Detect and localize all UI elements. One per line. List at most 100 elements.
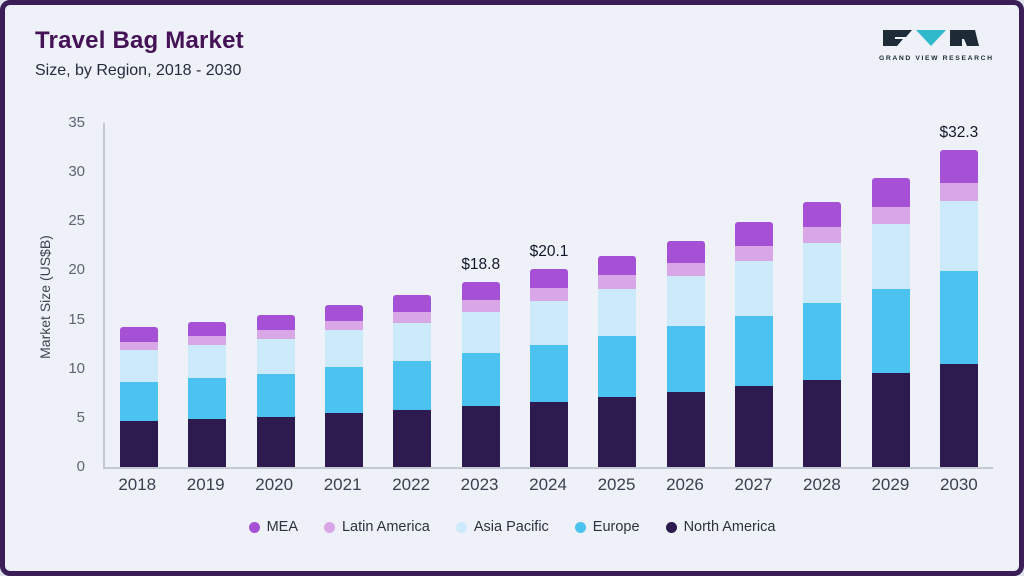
bar-segment-asia-pacific — [393, 322, 432, 361]
bar-segment-north-america — [666, 392, 705, 467]
bars-container: $18.8 $20.1 $32.3 — [105, 123, 993, 467]
bar-segment-europe — [734, 315, 773, 387]
bar-segment-asia-pacific — [461, 311, 500, 354]
x-tick-label: 2027 — [734, 475, 773, 494]
x-tick-label: 2019 — [186, 475, 225, 494]
bar-segment-north-america — [530, 402, 569, 467]
legend-label: Asia Pacific — [473, 519, 549, 535]
x-tick-label: 2029 — [871, 475, 910, 494]
bar-column-2023: $18.8 — [447, 123, 515, 467]
bar-segment-latin-america — [188, 336, 227, 346]
bar-segment-mea — [666, 240, 705, 263]
bar-column-2019 — [173, 123, 241, 467]
bar-column-2027 — [720, 123, 788, 467]
legend-label: MEA — [266, 519, 298, 535]
bar-segment-north-america — [393, 410, 432, 467]
y-tick-label: 10 — [68, 359, 85, 377]
legend-swatch — [665, 521, 677, 533]
bar-stack — [734, 222, 773, 467]
bar-segment-europe — [461, 353, 500, 407]
bar-value-label: $18.8 — [461, 256, 501, 274]
bar-stack — [598, 255, 637, 467]
y-tick-label: 35 — [68, 114, 85, 131]
bar-segment-mea — [188, 321, 227, 337]
legend-label: Europe — [592, 519, 640, 535]
page-subtitle: Size, by Region, 2018 - 2030 — [35, 62, 242, 79]
legend-item-latin-america: Latin America — [323, 519, 430, 535]
bar-segment-latin-america — [120, 342, 159, 351]
legend-label: North America — [683, 519, 776, 535]
bar-segment-north-america — [939, 363, 978, 467]
bar-segment-asia-pacific — [871, 224, 910, 290]
brand-logo: GRAND VIEW RESEARCH — [879, 29, 994, 62]
legend-item-europe: Europe — [574, 519, 640, 535]
bar-column-2022 — [378, 123, 446, 467]
bar-segment-latin-america — [598, 275, 637, 290]
bar-column-2018 — [105, 123, 173, 467]
bar-segment-asia-pacific — [530, 300, 569, 346]
y-tick-label: 15 — [68, 310, 85, 328]
y-tick-label: 25 — [68, 212, 85, 230]
x-tick-label: 2024 — [529, 475, 567, 494]
bar-stack — [120, 327, 159, 467]
bar-segment-asia-pacific — [598, 289, 637, 337]
bar-segment-mea — [530, 269, 569, 289]
bar-segment-asia-pacific — [734, 260, 773, 316]
bar-segment-latin-america — [734, 245, 773, 261]
bar-segment-mea — [120, 327, 159, 343]
chart-header: Travel Bag Market Size, by Region, 2018 … — [35, 27, 244, 80]
legend-swatch — [323, 521, 335, 533]
bar-value-label: $20.1 — [529, 243, 569, 261]
bar-segment-north-america — [803, 379, 842, 467]
bar-segment-north-america — [120, 420, 159, 467]
bar-stack — [188, 321, 227, 467]
bar-segment-europe — [939, 271, 978, 364]
bar-segment-mea — [598, 255, 637, 276]
bar-value-label: $32.3 — [939, 123, 979, 141]
bar-segment-latin-america — [530, 288, 569, 301]
bar-column-2029 — [856, 123, 924, 467]
x-axis: 2018 2019 2020 2021 2022 2023 2024 2025 2026 2027… — [103, 475, 993, 495]
bar-segment-mea — [256, 314, 295, 331]
bar-segment-europe — [530, 345, 569, 403]
bar-segment-north-america — [598, 397, 637, 467]
x-tick-label: 2028 — [803, 475, 841, 494]
bar-segment-asia-pacific — [325, 330, 364, 367]
x-tick-label: 2023 — [460, 475, 499, 494]
bar-segment-mea — [461, 282, 500, 300]
bar-segment-europe — [871, 289, 910, 373]
bar-segment-north-america — [871, 372, 910, 467]
bar-segment-latin-america — [939, 182, 978, 201]
brand-logo-text: GRAND VIEW RESEARCH — [879, 55, 994, 62]
brand-logo-mark — [883, 30, 979, 46]
bar-stack — [666, 240, 705, 467]
x-tick-label: 2030 — [939, 475, 978, 494]
bar-column-2024: $20.1 — [515, 123, 583, 467]
bar-segment-asia-pacific — [803, 242, 842, 303]
bar-stack — [393, 295, 432, 467]
bar-segment-mea — [939, 149, 978, 183]
x-tick-label: 2018 — [118, 475, 157, 494]
bar-segment-latin-america — [461, 299, 500, 312]
y-axis: 0 5 10 15 20 25 30 35 — [5, 114, 97, 475]
y-tick-label: 30 — [68, 163, 85, 181]
bar-segment-north-america — [325, 412, 364, 467]
x-tick-label: 2022 — [392, 475, 431, 494]
bar-segment-europe — [803, 302, 842, 380]
bar-column-2028 — [788, 123, 856, 467]
bar-stack — [256, 314, 295, 467]
bar-segment-europe — [598, 336, 637, 398]
legend-swatch — [455, 521, 467, 533]
legend-item-mea: MEA — [248, 519, 298, 535]
bar-segment-north-america — [188, 418, 227, 467]
x-tick-label: 2021 — [323, 475, 362, 494]
bar-column-2020 — [242, 123, 310, 467]
bar-segment-mea — [393, 295, 432, 312]
y-tick-label: 0 — [76, 458, 85, 475]
plot-area: $18.8 $20.1 $32.3 — [103, 123, 993, 469]
bar-segment-north-america — [734, 386, 773, 467]
bar-stack — [530, 269, 569, 467]
page-title: Travel Bag Market — [35, 27, 244, 54]
legend-item-north-america: North America — [665, 519, 776, 535]
bar-segment-mea — [734, 222, 773, 246]
